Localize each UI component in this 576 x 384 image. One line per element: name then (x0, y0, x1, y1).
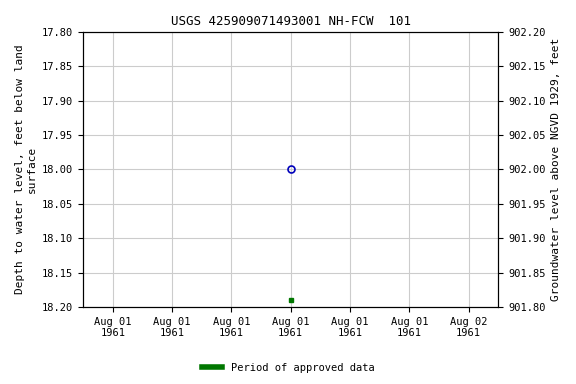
Legend: Period of approved data: Period of approved data (198, 359, 378, 377)
Title: USGS 425909071493001 NH-FCW  101: USGS 425909071493001 NH-FCW 101 (170, 15, 411, 28)
Y-axis label: Depth to water level, feet below land
surface: Depth to water level, feet below land su… (15, 45, 37, 294)
Y-axis label: Groundwater level above NGVD 1929, feet: Groundwater level above NGVD 1929, feet (551, 38, 561, 301)
